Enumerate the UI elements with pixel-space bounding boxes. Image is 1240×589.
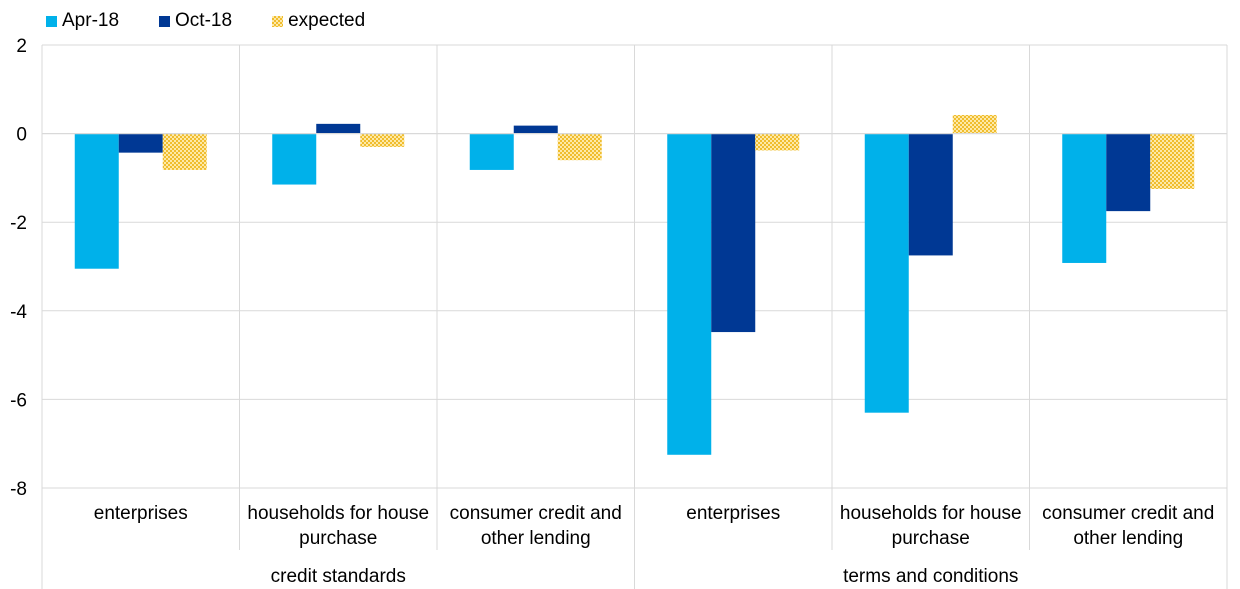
y-tick-labels: 2 0 -2 -4 -6 -8 [10, 36, 27, 500]
category-label: consumer credit and [450, 503, 622, 524]
legend-label-oct18: Oct-18 [175, 10, 233, 31]
category-label: enterprises [94, 503, 188, 524]
legend-label-apr18: Apr-18 [62, 10, 120, 31]
bar-expected-2 [557, 133, 602, 161]
category-label: other lending [1073, 528, 1183, 549]
bar-expected-3 [755, 133, 800, 151]
bar-apr-18-4 [864, 133, 909, 413]
bar-apr-18-0 [74, 133, 119, 269]
category-label: households for house [247, 503, 429, 524]
bar-oct-18-5 [1106, 133, 1151, 212]
legend-item-oct18: Oct-18 [159, 10, 232, 32]
legend-item-apr18: Apr-18 [46, 10, 119, 32]
group-label: terms and conditions [843, 566, 1018, 587]
category-label: purchase [892, 528, 970, 549]
bar-apr-18-2 [469, 133, 514, 170]
bar-apr-18-1 [272, 133, 317, 185]
bar-oct-18-4 [908, 133, 953, 256]
bar-oct-18-3 [711, 133, 756, 333]
bar-expected-0 [162, 133, 207, 170]
bar-oct-18-0 [118, 133, 163, 153]
category-label: purchase [299, 528, 377, 549]
group-label: credit standards [271, 566, 406, 587]
y-tick-label: -8 [10, 479, 27, 500]
y-tick-label: -6 [10, 390, 27, 411]
bar-expected-4 [952, 114, 997, 134]
x-category-labels: enterprises households for house purchase c… [94, 503, 1215, 549]
category-label: other lending [481, 528, 591, 549]
category-separators [239, 45, 1228, 589]
legend-swatch-apr18 [46, 15, 57, 27]
group-labels: credit standards terms and conditions [271, 566, 1019, 587]
bar-expected-5 [1150, 133, 1195, 189]
legend-swatch-expected [272, 15, 284, 27]
y-tick-label: -4 [10, 302, 27, 323]
bar-oct-18-1 [316, 123, 361, 134]
category-label: consumer credit and [1042, 503, 1214, 524]
y-tick-label: 2 [16, 36, 27, 57]
bar-oct-18-2 [513, 125, 558, 134]
legend-swatch-oct18 [159, 15, 171, 27]
axes [41, 45, 1227, 589]
y-tick-label: -2 [10, 213, 27, 234]
legend-item-expected: expected [272, 10, 365, 32]
bars [74, 114, 1195, 455]
legend-label-expected: expected [288, 10, 366, 31]
bar-expected-1 [360, 133, 405, 147]
bar-apr-18-5 [1062, 133, 1107, 263]
chart-legend: Apr-18 Oct-18 expected [46, 10, 405, 32]
bar-apr-18-3 [667, 133, 712, 455]
y-tick-label: 0 [16, 125, 27, 146]
category-label: households for house [840, 503, 1022, 524]
category-label: enterprises [686, 503, 780, 524]
